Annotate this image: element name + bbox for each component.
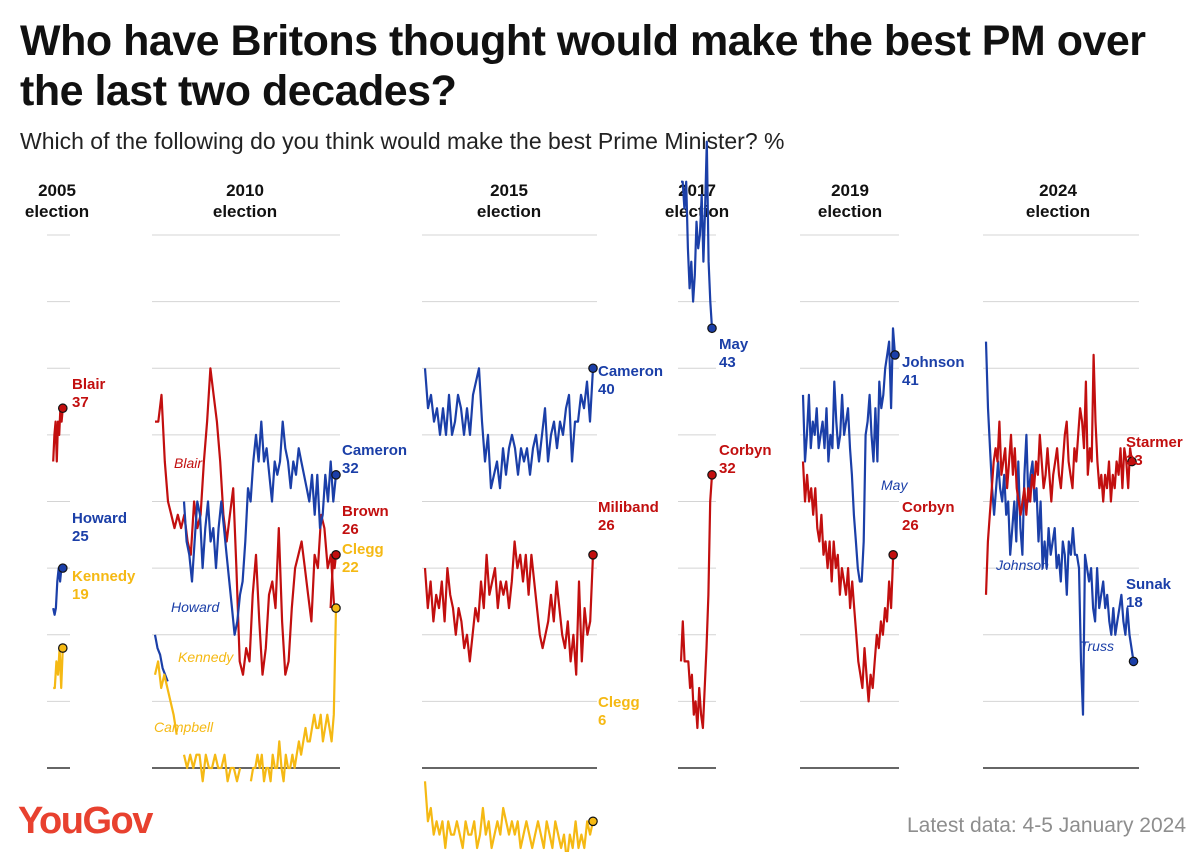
series-line: [182, 420, 338, 636]
series-label: Campbell: [154, 719, 214, 735]
period-title-word: election: [25, 202, 89, 221]
series-endpoint: [331, 549, 341, 560]
series-end-value: 26: [598, 517, 615, 534]
series-line: [801, 327, 897, 583]
period-title-word: election: [213, 202, 277, 221]
series-endpoint: [588, 816, 598, 827]
series-label: Clegg: [598, 694, 640, 711]
period-title-word: election: [1026, 202, 1090, 221]
series-endpoint: [707, 470, 717, 480]
series-line: [249, 608, 338, 783]
series-end-value: 26: [342, 521, 359, 538]
series-label: Corbyn: [719, 442, 772, 459]
series-endpoint: [588, 363, 598, 374]
series-label: Starmer: [1126, 434, 1183, 451]
series-line: [679, 474, 714, 730]
series-end-value: 22: [342, 559, 359, 576]
period-title-year: 2015: [490, 181, 528, 200]
yougov-logo: YouGov: [18, 800, 153, 842]
series-endpoint: [331, 470, 341, 480]
series-end-value: 25: [72, 528, 89, 545]
series-endpoint: [1127, 456, 1137, 467]
series-label: Blair: [72, 376, 106, 393]
series-label: Corbyn: [902, 499, 955, 516]
series-label: Brown: [342, 503, 389, 520]
period-title-word: election: [665, 202, 729, 221]
series-label: May: [881, 477, 908, 493]
latest-data-note: Latest data: 4-5 January 2024: [906, 814, 1186, 837]
period-title-word: election: [818, 202, 882, 221]
period-title-year: 2019: [831, 181, 869, 200]
series-end-value: 43: [719, 354, 736, 371]
period-title-year: 2010: [226, 181, 264, 200]
series-line: [182, 753, 242, 783]
series-endpoint: [57, 563, 68, 573]
period-title-year: 2005: [38, 181, 76, 200]
series-endpoint: [1128, 656, 1139, 667]
period-title-year: 2024: [1039, 181, 1077, 200]
series-label: Kennedy: [178, 649, 234, 665]
series-label: Johnson: [902, 354, 965, 371]
series-label: Johnson: [995, 557, 1049, 573]
series-label: Sunak: [1126, 576, 1172, 593]
series-end-value: 32: [342, 460, 359, 477]
series-line: [153, 634, 169, 682]
series-line: [53, 646, 64, 690]
series-end-value: 33: [1126, 452, 1143, 469]
series-endpoint: [890, 350, 900, 360]
series-label: Cameron: [342, 442, 407, 459]
series-end-value: 18: [1126, 594, 1143, 611]
series-line: [801, 461, 895, 703]
series-end-value: 32: [719, 460, 736, 477]
series-line: [984, 341, 1135, 716]
series-end-value: 37: [72, 394, 89, 411]
series-label: Truss: [1080, 638, 1114, 654]
series-line: [423, 367, 595, 490]
series-line: [153, 660, 178, 735]
series-label: Cameron: [598, 363, 663, 380]
series-line: [423, 540, 595, 676]
series-endpoint: [57, 643, 68, 653]
series-end-value: 6: [598, 712, 606, 729]
series-endpoint: [888, 549, 898, 560]
series-endpoint: [331, 603, 341, 613]
period-title-word: election: [477, 202, 541, 221]
series-label: Howard: [171, 599, 220, 615]
series-end-value: 41: [902, 372, 919, 389]
series-label: Kennedy: [72, 568, 136, 585]
series-label: Howard: [72, 510, 127, 527]
series-label: Clegg: [342, 541, 384, 558]
series-label: Miliband: [598, 499, 659, 516]
chart-title: Who have Britons thought would make the …: [20, 17, 1146, 115]
series-endpoint: [57, 403, 68, 414]
series-end-value: 19: [72, 586, 89, 603]
series-line: [423, 781, 595, 852]
series-endpoint: [707, 323, 717, 334]
series-label: Blair: [174, 455, 203, 471]
chart-subtitle: Which of the following do you think woul…: [20, 128, 785, 154]
series-line: [681, 140, 714, 329]
series-line: [984, 353, 1134, 595]
series-line: [52, 566, 63, 616]
series-label: May: [719, 336, 749, 353]
series-endpoint: [588, 549, 598, 560]
series-end-value: 40: [598, 381, 615, 398]
series-line: [155, 367, 336, 676]
series-end-value: 26: [902, 517, 919, 534]
series-line: [52, 407, 64, 463]
